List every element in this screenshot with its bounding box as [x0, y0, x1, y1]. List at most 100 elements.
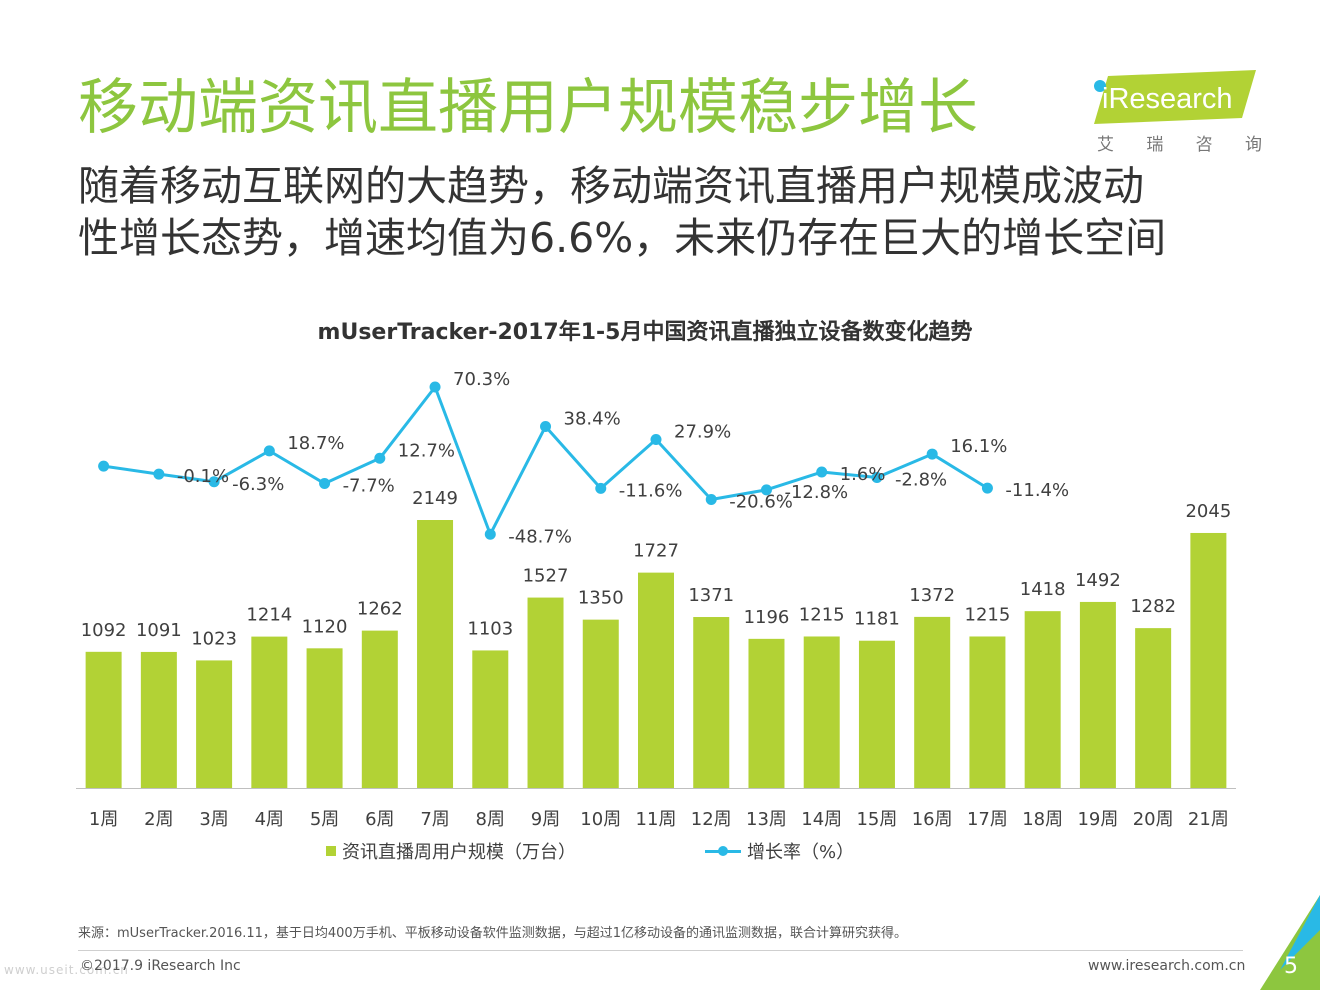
growth-point: [374, 452, 386, 464]
bar: [472, 650, 509, 788]
growth-label: 38.4%: [564, 408, 621, 429]
footer-divider: [78, 950, 1243, 951]
bar-value-label: 1282: [1130, 596, 1176, 617]
growth-line: [103, 385, 989, 536]
bar: [969, 636, 1006, 788]
growth-point: [429, 381, 441, 393]
growth-label: -0.1%: [177, 466, 229, 487]
legend-bar-item: 资讯直播周用户规模（万台）: [326, 838, 576, 864]
bar: [361, 630, 398, 788]
bar: [85, 651, 122, 788]
logo-brand-text: iResearch: [1102, 83, 1233, 115]
x-tick-label: 9周: [531, 809, 560, 830]
bar-value-label: 1214: [246, 605, 292, 626]
x-tick-label: 7周: [420, 809, 449, 830]
bar: [803, 636, 840, 788]
bar: [1024, 611, 1061, 788]
source-note: 来源：mUserTracker.2016.11，基于日均400万手机、平板移动设…: [78, 926, 907, 941]
growth-label: 12.7%: [398, 440, 455, 461]
bar: [1135, 628, 1172, 788]
bar-value-label: 1727: [633, 541, 679, 562]
growth-label: -20.6%: [729, 491, 793, 512]
bar-value-label: 2149: [412, 488, 458, 509]
page-title: 移动端资讯直播用户规模稳步增长: [78, 73, 978, 143]
bar-value-label: 1196: [744, 607, 790, 628]
growth-point: [926, 448, 938, 460]
x-tick-label: 12周: [691, 809, 732, 830]
x-tick-label: 10周: [580, 809, 621, 830]
bar: [858, 640, 895, 788]
growth-point: [871, 471, 883, 483]
growth-point: [816, 466, 828, 478]
logo-char: 咨: [1195, 135, 1213, 155]
page-number: 5: [1284, 954, 1298, 979]
growth-label: 18.7%: [287, 433, 344, 454]
growth-point: [981, 482, 993, 494]
growth-point: [540, 420, 552, 432]
x-tick-label: 14周: [801, 809, 842, 830]
bar-value-label: 1120: [302, 616, 348, 637]
bar: [582, 619, 619, 788]
growth-label: 1.6%: [840, 464, 886, 485]
bar-value-label: 1215: [799, 604, 845, 625]
logo-char: 询: [1244, 135, 1262, 155]
growth-point: [319, 478, 331, 490]
bar: [1079, 601, 1116, 788]
bar-value-label: 1092: [81, 620, 127, 641]
bar: [196, 660, 233, 788]
growth-point: [153, 468, 165, 480]
x-tick-label: 18周: [1022, 809, 1063, 830]
growth-label: -6.3%: [232, 474, 284, 495]
bar: [140, 651, 177, 788]
x-tick-label: 20周: [1133, 809, 1174, 830]
bar: [417, 520, 454, 788]
x-tick-label: 2周: [144, 809, 173, 830]
bar-value-label: 1103: [467, 618, 513, 639]
logo-banner: [1094, 70, 1256, 124]
subtitle-line-2: 性增长态势，增速均值为6.6%，未来仍存在巨大的增长空间: [78, 214, 1167, 262]
bar-value-label: 1492: [1075, 570, 1121, 591]
legend-line-label: 增长率（%）: [747, 842, 855, 863]
x-tick-label: 15周: [856, 809, 897, 830]
x-tick-label: 21周: [1188, 809, 1229, 830]
growth-label: 27.9%: [674, 421, 731, 442]
x-tick-label: 13周: [746, 809, 787, 830]
x-tick-label: 19周: [1077, 809, 1118, 830]
subtitle-line-1: 随着移动互联网的大趋势，移动端资讯直播用户规模成波动: [78, 162, 1144, 210]
bar: [693, 617, 730, 788]
bar-value-label: 1181: [854, 609, 900, 630]
legend-bar-swatch: [326, 846, 336, 856]
legend-line-swatch: [705, 845, 741, 856]
copyright-text: ©2017.9 iResearch Inc: [80, 958, 241, 974]
page-subtitle: 随着移动互联网的大趋势，移动端资讯直播用户规模成波动 性增长态势，增速均值为6.…: [78, 160, 1278, 264]
bar-value-label: 1023: [191, 628, 237, 649]
x-tick-label: 6周: [365, 809, 394, 830]
growth-point: [263, 445, 275, 457]
growth-point: [595, 482, 607, 494]
bar-value-label: 1215: [965, 604, 1011, 625]
x-tick-label: 1周: [89, 809, 118, 830]
x-tick-label: 5周: [310, 809, 339, 830]
bar: [1190, 532, 1227, 788]
legend-line-item: 增长率（%）: [705, 838, 854, 864]
bar-value-label: 1091: [136, 620, 182, 641]
bar: [638, 572, 674, 788]
corner-decoration: [1260, 895, 1320, 990]
legend-bar-label: 资讯直播周用户规模（万台）: [342, 842, 576, 863]
x-tick-label: 11周: [636, 809, 677, 830]
bar-value-label: 1262: [357, 599, 403, 620]
bar: [748, 638, 785, 788]
watermark: www.useit.com.cn: [4, 963, 129, 977]
growth-label: -2.8%: [895, 469, 947, 490]
growth-point: [208, 476, 220, 488]
bar-value-label: 1418: [1020, 579, 1066, 600]
logo-chinese-text: 艾 瑞 咨 询: [1097, 130, 1262, 155]
growth-label: -12.8%: [784, 482, 848, 503]
website-link[interactable]: www.iresearch.com.cn: [1088, 958, 1246, 974]
logo-char: 瑞: [1146, 135, 1164, 155]
bar: [251, 636, 288, 788]
chart-title: mUserTracker-2017年1-5月中国资讯直播独立设备数变化趋势: [317, 320, 973, 345]
bar-value-label: 1350: [578, 588, 624, 609]
bar: [527, 597, 564, 788]
x-tick-label: 3周: [199, 809, 228, 830]
